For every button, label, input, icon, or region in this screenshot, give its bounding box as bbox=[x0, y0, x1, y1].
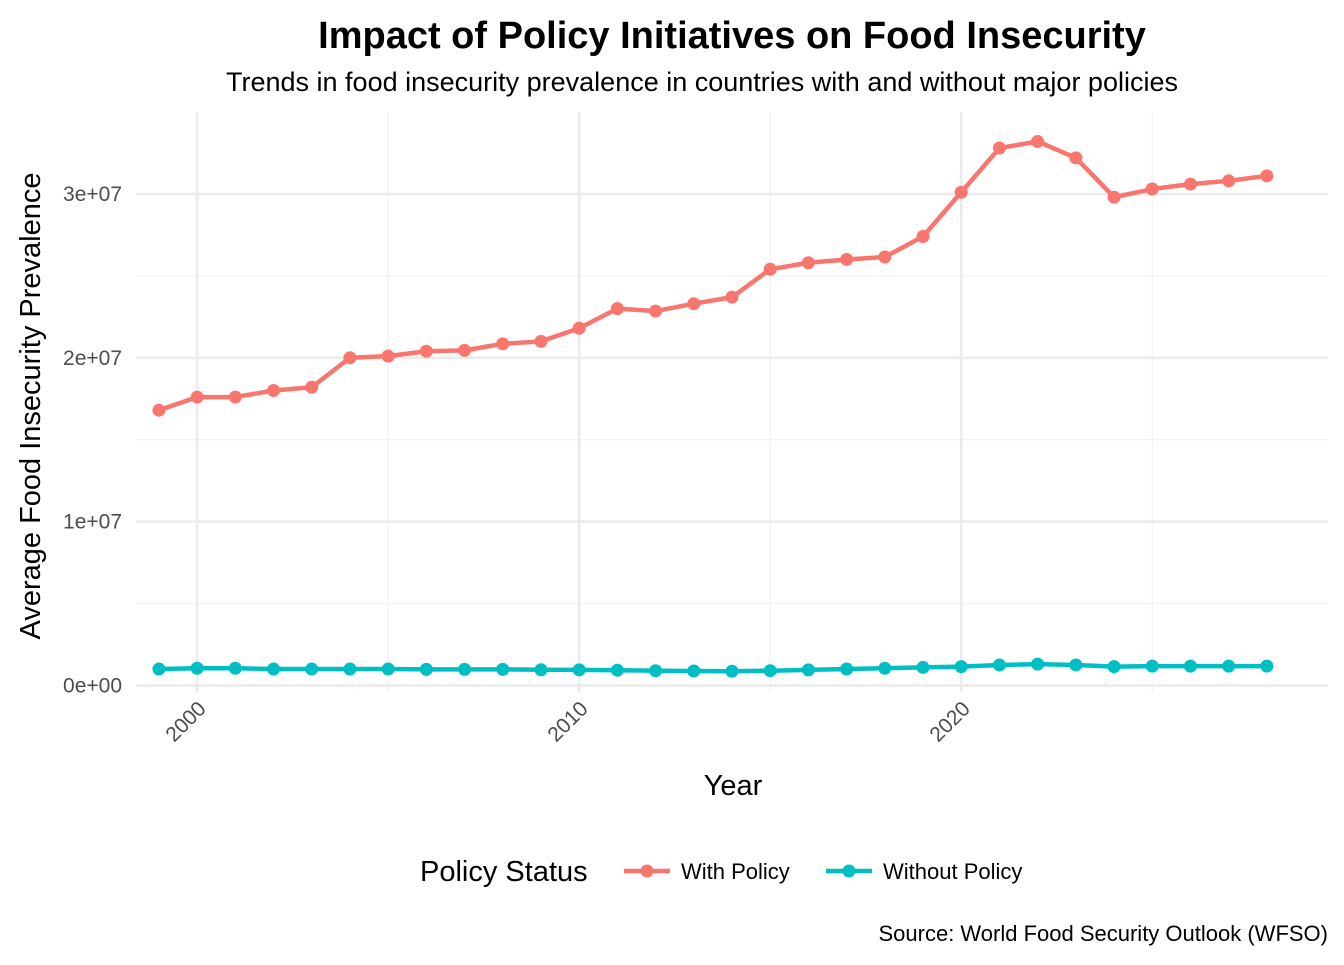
y-tick-label: 0e+00 bbox=[63, 674, 122, 697]
data-point bbox=[1222, 174, 1236, 188]
y-tick-label: 2e+07 bbox=[63, 347, 122, 370]
data-point bbox=[725, 664, 739, 678]
y-tick-label: 1e+07 bbox=[63, 511, 122, 534]
data-point bbox=[687, 297, 701, 311]
data-point bbox=[381, 349, 395, 363]
data-point bbox=[801, 256, 815, 270]
data-point bbox=[878, 250, 892, 264]
chart-subtitle: Trends in food insecurity prevalence in … bbox=[226, 67, 1178, 97]
legend-item-1: With Policy bbox=[624, 859, 790, 884]
data-point bbox=[267, 384, 281, 398]
data-point bbox=[419, 662, 433, 676]
legend-label: With Policy bbox=[681, 859, 790, 884]
data-point bbox=[840, 252, 854, 266]
axes: 0e+00 1e+07 2e+07 3e+07 2000 2010 2020 bbox=[63, 183, 975, 747]
legend-key-point bbox=[842, 864, 856, 878]
data-point bbox=[1107, 660, 1121, 674]
legend-item-2: Without Policy bbox=[826, 859, 1022, 884]
data-point bbox=[381, 662, 395, 676]
series-line bbox=[158, 661, 1267, 674]
x-tick-label: 2000 bbox=[161, 697, 210, 746]
data-point bbox=[1183, 177, 1197, 191]
data-point bbox=[763, 664, 777, 678]
data-point bbox=[840, 662, 854, 676]
data-point bbox=[534, 334, 548, 348]
data-point bbox=[1183, 659, 1197, 673]
data-point bbox=[916, 660, 930, 674]
series-2 bbox=[152, 657, 1274, 678]
data-point bbox=[228, 390, 242, 404]
data-point bbox=[1260, 659, 1274, 673]
data-point bbox=[1069, 658, 1083, 672]
data-point bbox=[992, 658, 1006, 672]
legend: Policy Status With Policy Without Policy bbox=[420, 856, 1022, 888]
data-point bbox=[458, 662, 472, 676]
data-point bbox=[534, 663, 548, 677]
data-point bbox=[419, 344, 433, 358]
data-point bbox=[458, 343, 472, 357]
data-point bbox=[1107, 190, 1121, 204]
data-point bbox=[1222, 659, 1236, 673]
series-1 bbox=[152, 134, 1274, 417]
data-point bbox=[992, 141, 1006, 155]
data-point bbox=[190, 390, 204, 404]
y-tick-label: 3e+07 bbox=[63, 183, 122, 206]
data-point bbox=[878, 661, 892, 675]
data-point bbox=[267, 662, 281, 676]
data-point bbox=[572, 663, 586, 677]
data-point bbox=[610, 663, 624, 677]
data-point bbox=[1031, 134, 1045, 148]
chart-caption: Source: World Food Security Outlook (WFS… bbox=[878, 921, 1328, 946]
data-point bbox=[152, 662, 166, 676]
data-point bbox=[190, 661, 204, 675]
x-tick-label: 2010 bbox=[543, 697, 592, 746]
data-point bbox=[496, 337, 510, 351]
data-point bbox=[763, 262, 777, 276]
data-point bbox=[916, 230, 930, 244]
series-line bbox=[158, 139, 1268, 413]
chart-title: Impact of Policy Initiatives on Food Ins… bbox=[318, 15, 1146, 57]
data-point bbox=[572, 321, 586, 335]
legend-title: Policy Status bbox=[420, 856, 588, 888]
data-point bbox=[305, 662, 319, 676]
y-axis-label: Average Food Insecurity Prevalence bbox=[15, 173, 47, 640]
x-tick-label: 2020 bbox=[925, 697, 974, 746]
data-point bbox=[1031, 657, 1045, 671]
data-point bbox=[954, 660, 968, 674]
data-point bbox=[152, 403, 166, 417]
legend-label: Without Policy bbox=[883, 859, 1022, 884]
series-group bbox=[152, 134, 1274, 678]
data-point bbox=[1069, 151, 1083, 165]
x-axis-label: Year bbox=[704, 770, 763, 802]
data-point bbox=[610, 302, 624, 316]
data-point bbox=[496, 662, 510, 676]
data-point bbox=[1145, 659, 1159, 673]
data-point bbox=[343, 662, 357, 676]
data-point bbox=[649, 304, 663, 318]
data-point bbox=[343, 351, 357, 365]
data-point bbox=[305, 380, 319, 394]
data-point bbox=[649, 664, 663, 678]
data-point bbox=[1145, 182, 1159, 196]
grid bbox=[136, 112, 1328, 692]
data-point bbox=[1260, 169, 1274, 183]
data-point bbox=[954, 185, 968, 199]
data-point bbox=[228, 661, 242, 675]
legend-key-point bbox=[640, 864, 654, 878]
data-point bbox=[801, 663, 815, 677]
data-point bbox=[687, 664, 701, 678]
data-point bbox=[725, 290, 739, 304]
